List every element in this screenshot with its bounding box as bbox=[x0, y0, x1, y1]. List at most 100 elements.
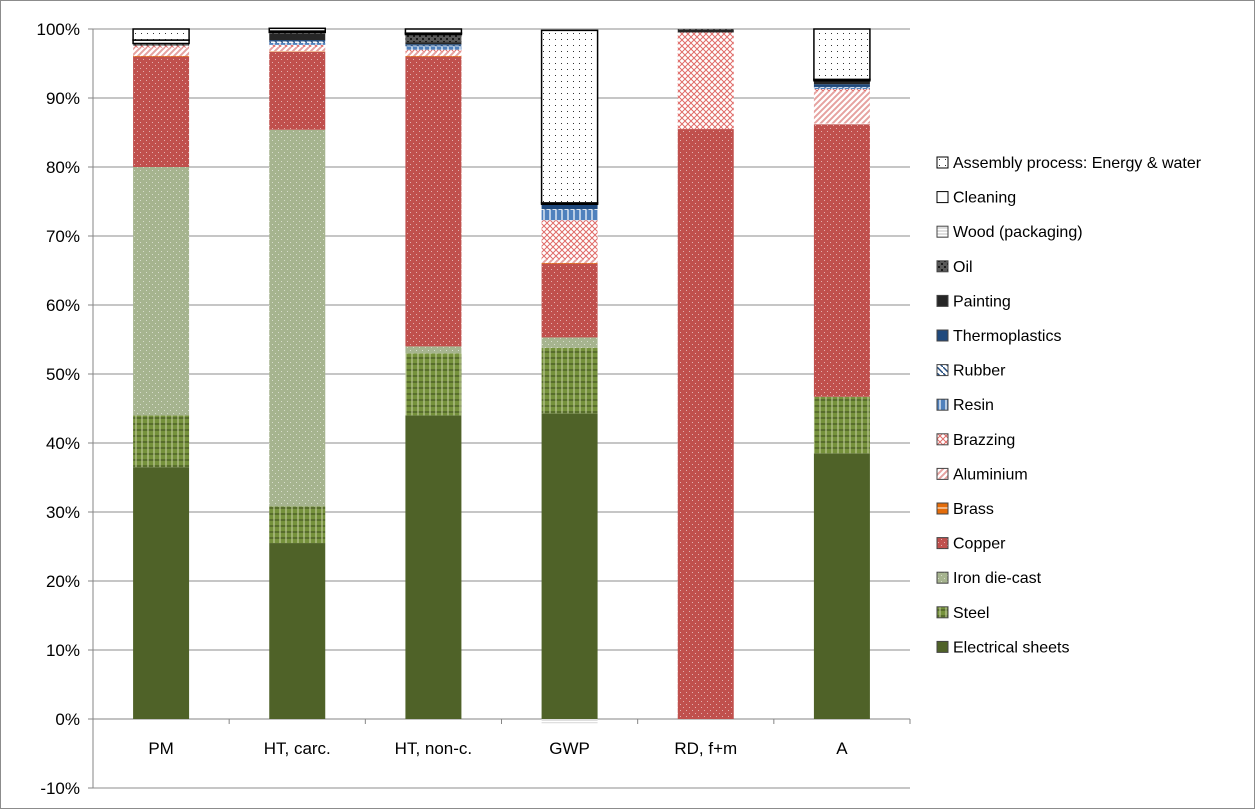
bar-segment-brazzing bbox=[133, 45, 190, 48]
bar-segment-steel bbox=[269, 506, 326, 544]
y-tick-label: 0% bbox=[55, 710, 80, 729]
bar-segment-resin bbox=[813, 87, 870, 90]
legend-item-resin: Resin bbox=[936, 397, 994, 414]
legend-label: Assembly process: Energy & water bbox=[953, 155, 1202, 172]
bar-segment-rubber bbox=[269, 41, 326, 43]
bar-segment-brass bbox=[269, 51, 326, 52]
legend-label: Rubber bbox=[953, 363, 1006, 380]
bar-segment-aluminium bbox=[813, 91, 870, 124]
bar-segment-assembly-process-energy-water bbox=[813, 28, 871, 81]
bar-segment-electrical-sheets bbox=[133, 467, 190, 719]
legend-swatch bbox=[936, 467, 949, 480]
bar-segment-brass bbox=[813, 123, 870, 125]
x-tick-label: RD, f+m bbox=[674, 739, 737, 758]
bar-segment-electrical-sheets bbox=[269, 543, 326, 719]
bar-segment-iron-die-cast bbox=[269, 129, 326, 507]
legend-label: Painting bbox=[953, 293, 1011, 310]
legend-item-painting: Painting bbox=[936, 293, 1011, 310]
bar-segment-brazzing bbox=[813, 89, 870, 92]
legend-item-copper: Copper bbox=[936, 536, 1006, 553]
bar-segment-thermoplastics bbox=[541, 204, 598, 210]
y-tick-label: 50% bbox=[46, 365, 80, 384]
bar-segment-iron-die-cast bbox=[133, 167, 190, 416]
legend-item-wood-packaging: Wood (packaging) bbox=[936, 224, 1083, 241]
bar-segment-aluminium bbox=[405, 51, 462, 56]
y-tick-label: 90% bbox=[46, 89, 80, 108]
x-tick-label: HT, non-c. bbox=[395, 739, 472, 758]
gridlines bbox=[93, 28, 910, 789]
bar-segment-electrical-sheets bbox=[813, 453, 870, 719]
legend-item-cleaning: Cleaning bbox=[936, 190, 1016, 207]
legend-swatch bbox=[936, 156, 949, 169]
legend-item-brass: Brass bbox=[936, 501, 994, 518]
bar-segment-iron-die-cast bbox=[541, 337, 598, 348]
legend-label: Brass bbox=[953, 501, 994, 518]
bar-segment-electrical-sheets bbox=[541, 413, 598, 719]
bar-segment-rubber bbox=[405, 45, 462, 47]
x-tick-label: HT, carc. bbox=[264, 739, 331, 758]
legend-swatch bbox=[936, 502, 949, 515]
bar-segment-steel bbox=[405, 353, 462, 416]
bar-segment-oil bbox=[405, 34, 462, 43]
legend-swatch bbox=[936, 225, 949, 238]
bar-segment-rubber bbox=[813, 86, 870, 88]
bar-segment-brazzing bbox=[405, 49, 462, 52]
bar-segment-aluminium bbox=[541, 259, 598, 263]
bar-group-gwp bbox=[540, 29, 599, 724]
legend-item-iron-die-cast: Iron die-cast bbox=[936, 570, 1042, 587]
bar-segment-steel bbox=[813, 396, 870, 454]
bar-segment-aluminium bbox=[133, 47, 190, 56]
bar-segment-electrical-sheets bbox=[405, 415, 462, 719]
x-tick-label: A bbox=[836, 739, 848, 758]
bar-segment-assembly-process-energy-water bbox=[404, 28, 463, 34]
y-tick-label: -10% bbox=[40, 779, 80, 798]
legend-swatch bbox=[936, 606, 949, 619]
axes: -10% 0% 10% 20% 30% 40% 50% 60% 70% 80% 90% 100% PM H… bbox=[37, 20, 911, 798]
bar-segment-oil bbox=[133, 44, 190, 46]
legend-item-thermoplastics: Thermoplastics bbox=[936, 328, 1061, 345]
bars bbox=[132, 27, 871, 724]
y-tick-label: 10% bbox=[46, 641, 80, 660]
bar-segment-brass bbox=[133, 55, 190, 57]
x-tick-label: GWP bbox=[549, 739, 590, 758]
bar-segment-brazzing bbox=[269, 44, 326, 47]
legend-label: Thermoplastics bbox=[953, 328, 1061, 345]
legend-swatch bbox=[936, 191, 949, 204]
legend-item-rubber: Rubber bbox=[936, 363, 1006, 380]
bar-group-ht-non-c bbox=[404, 28, 463, 719]
bar-segment-resin bbox=[269, 42, 326, 45]
y-tick-label: 30% bbox=[46, 503, 80, 522]
bar-segment-painting bbox=[813, 80, 870, 85]
legend-swatch bbox=[936, 364, 949, 377]
bar-segment-thermoplastics bbox=[813, 84, 870, 87]
legend-swatch bbox=[936, 433, 949, 446]
bar-segment-assembly-process-energy-water bbox=[540, 29, 599, 204]
y-tick-label: 70% bbox=[46, 227, 80, 246]
legend-label: Oil bbox=[953, 259, 973, 276]
bar-group-ht-carc bbox=[268, 27, 326, 719]
bar-segment-resin bbox=[541, 209, 598, 221]
bar-segment-aluminium bbox=[269, 46, 326, 52]
bar-segment-assembly-process-energy-water bbox=[268, 27, 326, 32]
y-tick-label: 20% bbox=[46, 572, 80, 591]
bar-segment-steel bbox=[541, 347, 598, 414]
y-tick-label: 100% bbox=[37, 20, 80, 39]
legend-item-aluminium: Aluminium bbox=[936, 466, 1028, 483]
legend-label: Aluminium bbox=[953, 466, 1028, 483]
bar-segment-wood-packaging bbox=[541, 719, 598, 724]
bar-group-rd-f-m bbox=[677, 29, 734, 720]
bar-segment-painting bbox=[677, 29, 734, 33]
bar-segment-copper bbox=[677, 129, 734, 720]
bar-segment-steel bbox=[133, 415, 190, 468]
bar-segment-painting bbox=[405, 42, 462, 45]
bar-segment-copper bbox=[133, 56, 190, 167]
bar-segment-thermoplastics bbox=[269, 40, 326, 42]
legend-label: Steel bbox=[953, 605, 989, 622]
legend-label: Iron die-cast bbox=[953, 570, 1042, 587]
legend-label: Resin bbox=[953, 397, 994, 414]
legend-swatch bbox=[936, 537, 949, 550]
legend: Assembly process: Energy & water Cleaning… bbox=[936, 155, 1202, 656]
legend-item-steel: Steel bbox=[936, 605, 989, 622]
bar-segment-copper bbox=[269, 51, 326, 130]
